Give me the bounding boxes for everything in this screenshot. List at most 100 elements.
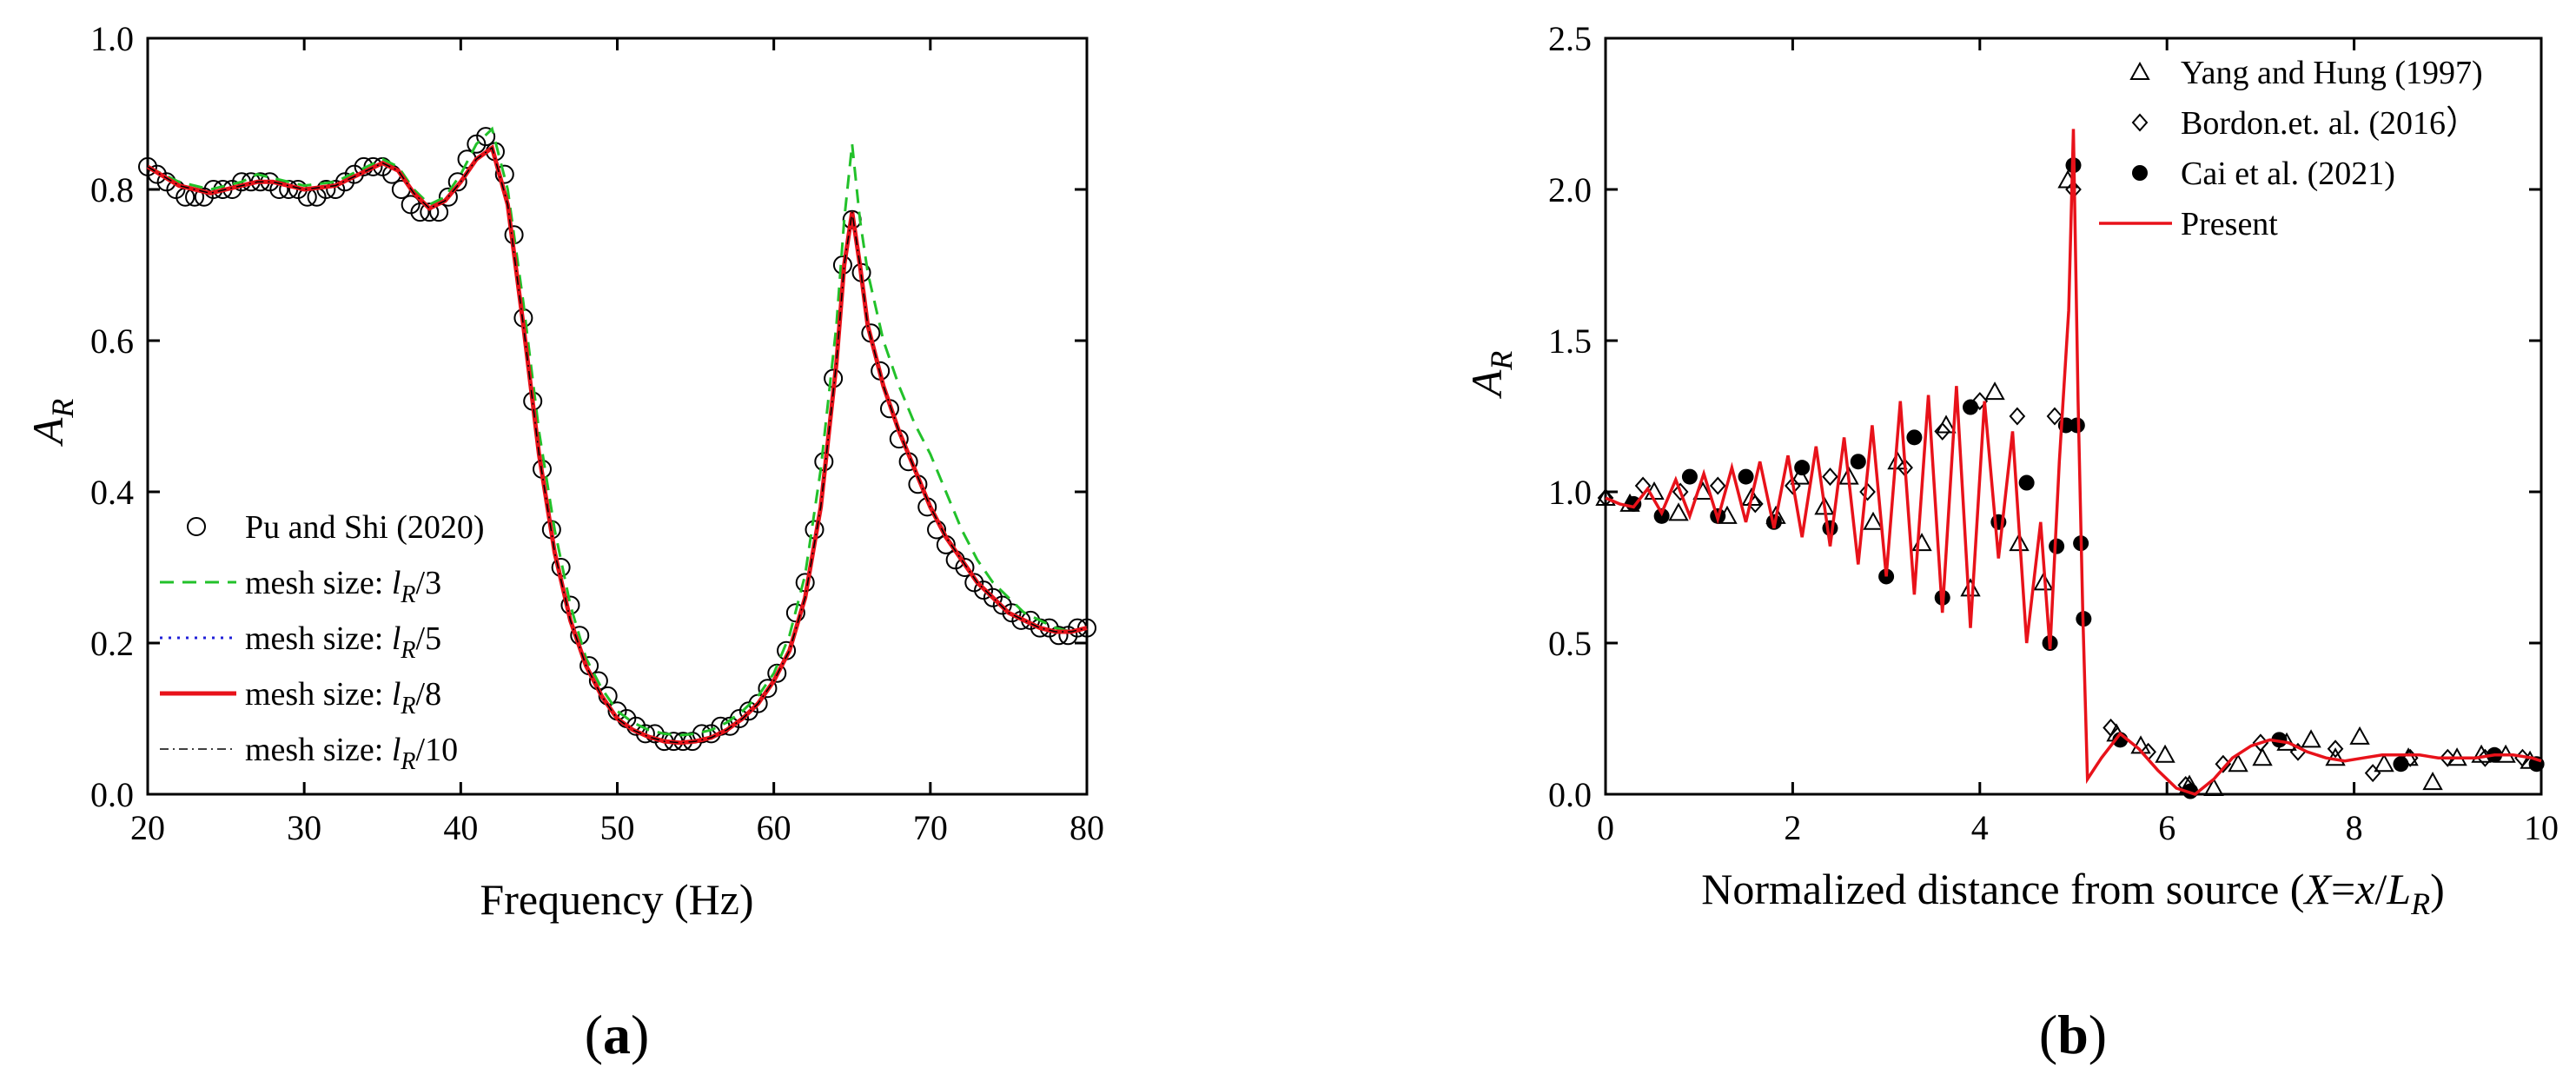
y-tick-label: 2.0 — [1548, 170, 1592, 209]
x-tick-label: 30 — [287, 808, 321, 847]
chart-b-series — [1595, 129, 2545, 799]
chart-a-ylabel: AR — [23, 399, 80, 448]
legend-item: Bordon.et. al. (2016） — [2131, 105, 2479, 142]
data-point — [1887, 451, 1908, 470]
chart-b-ylabel-sub: R — [1484, 351, 1519, 371]
data-point — [438, 187, 458, 207]
legend-label: Present — [2181, 206, 2278, 242]
data-point — [1681, 468, 1698, 485]
y-tick-label: 0.6 — [90, 322, 134, 361]
data-point — [447, 172, 467, 192]
data-point — [1011, 610, 1031, 630]
chart-a-ylabel-main: A — [23, 417, 72, 447]
series-open-triangle — [1595, 169, 2540, 797]
x-tick-label: 2 — [1784, 808, 1801, 847]
data-point — [1709, 476, 1726, 495]
data-point — [1963, 399, 1979, 415]
chart-b-frame — [1604, 36, 2543, 796]
legend-label: mesh size: lR/3 — [245, 565, 441, 608]
series-open-diamond — [1597, 180, 2531, 795]
data-point — [1934, 421, 1951, 441]
chart-a-ticks: 20 30 40 50 60 70 80 0.0 0.2 0.4 0.6 0.8 1.0 — [90, 19, 1104, 847]
data-point — [2103, 718, 2119, 737]
y-tick-label: 0.0 — [1548, 775, 1592, 814]
legend-item: Pu and Shi (2020) — [187, 509, 485, 546]
legend-marker — [187, 517, 206, 536]
legend-label: mesh size: lR/10 — [245, 732, 458, 775]
data-point — [2252, 747, 2273, 766]
data-point — [1790, 466, 1811, 485]
legend-item: Cai et al. (2021) — [2132, 156, 2395, 192]
data-point — [1863, 511, 1884, 530]
x-tick-label: 40 — [443, 808, 478, 847]
data-point — [1960, 578, 1981, 597]
data-point — [2439, 748, 2456, 767]
data-point — [494, 164, 514, 184]
data-point — [758, 679, 778, 699]
data-point — [785, 603, 805, 623]
legend-item: mesh size: lR/5 — [160, 620, 441, 664]
x-tick-label: 60 — [757, 808, 791, 847]
data-point — [2374, 753, 2394, 773]
chart-b-ylabel-main: A — [1462, 369, 1511, 399]
x-tick-label: 8 — [2346, 808, 2363, 847]
data-point — [2018, 474, 2035, 491]
x-tick-label: 50 — [600, 808, 635, 847]
data-point — [1971, 392, 1989, 411]
data-point — [2364, 764, 2381, 783]
data-point — [2327, 739, 2344, 759]
panel-b-label: (b) — [2039, 1004, 2107, 1065]
chart-a-legend: Pu and Shi (2020) mesh size: lR/3 mesh siz… — [160, 509, 485, 775]
data-point — [2301, 729, 2321, 748]
data-point — [2349, 726, 2370, 745]
y-tick-label: 2.5 — [1548, 19, 1592, 58]
chart-b: 0 2 4 6 8 10 0.0 0.5 1.0 1.5 2.0 2.5 Normalized dis… — [1462, 19, 2559, 1065]
legend-item: Present — [2099, 206, 2278, 242]
legend-label: Cai et al. (2021) — [2181, 156, 2395, 192]
data-point — [1859, 482, 1876, 501]
svg-text:AR: AR — [23, 399, 80, 448]
chart-b-ticks: 0 2 4 6 8 10 0.0 0.5 1.0 1.5 2.0 2.5 — [1548, 19, 2559, 847]
data-point — [2393, 756, 2409, 773]
chart-a-xlabel: Frequency (Hz) — [480, 875, 753, 924]
legend-item: mesh size: lR/10 — [160, 732, 458, 775]
data-point — [1738, 468, 1754, 485]
y-tick-label: 1.0 — [90, 19, 134, 58]
data-point — [2422, 772, 2443, 791]
panel-a-label: (a) — [585, 1004, 650, 1065]
data-point — [1906, 429, 1923, 446]
x-tick-label: 80 — [1069, 808, 1104, 847]
svg-text:AR: AR — [1462, 351, 1519, 400]
legend-label: mesh size: lR/5 — [245, 620, 441, 664]
data-point — [1049, 626, 1069, 646]
data-point — [410, 202, 430, 222]
x-tick-label: 10 — [2524, 808, 2559, 847]
data-point — [420, 202, 440, 222]
data-point — [955, 558, 975, 577]
chart-a: 20 30 40 50 60 70 80 0.0 0.2 0.4 0.6 0.8 1.0 Frequen… — [23, 19, 1104, 1065]
data-point — [2228, 753, 2248, 773]
data-point — [1822, 468, 1838, 487]
series-line — [1605, 129, 2542, 796]
series-line — [147, 146, 1088, 744]
y-tick-label: 0.5 — [1548, 624, 1592, 663]
x-tick-label: 4 — [1971, 808, 1989, 847]
legend-item: mesh size: lR/3 — [160, 565, 441, 608]
series-green-dash — [147, 126, 1088, 737]
x-tick-label: 0 — [1597, 808, 1614, 847]
data-point — [1672, 482, 1689, 501]
chart-a-ylabel-sub: R — [45, 399, 80, 419]
legend-item: mesh size: lR/8 — [160, 676, 441, 720]
legend-marker — [2131, 113, 2149, 132]
data-point — [2155, 744, 2175, 763]
chart-b-legend: Yang and Hung (1997) Bordon.et. al. (2016… — [2099, 55, 2483, 242]
legend-marker — [2132, 165, 2148, 181]
x-tick-label: 70 — [913, 808, 948, 847]
y-tick-label: 0.4 — [90, 473, 134, 512]
data-point — [1785, 476, 1801, 495]
chart-b-ylabel: AR — [1462, 351, 1519, 400]
legend-label: mesh size: lR/8 — [245, 676, 441, 720]
data-point — [476, 127, 496, 147]
data-point — [2203, 777, 2224, 797]
y-tick-label: 0.8 — [90, 170, 134, 209]
